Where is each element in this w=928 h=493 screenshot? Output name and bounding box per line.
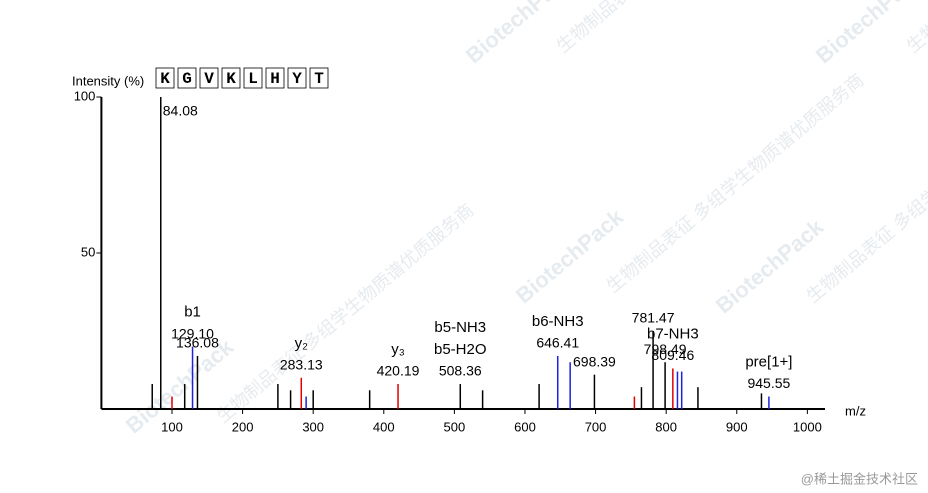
residue: L bbox=[248, 70, 258, 88]
ion-label: b7-NH3 bbox=[647, 325, 699, 342]
watermark-slogan: 生物制品表征 多组学生物质谱优质服务商 bbox=[553, 0, 818, 57]
ion-label: y₂ bbox=[295, 335, 309, 352]
x-tick-label: 700 bbox=[585, 419, 607, 434]
ion-label: b5-NH3 bbox=[434, 319, 486, 336]
residue: Y bbox=[292, 70, 302, 88]
watermark-slogan: 生物制品表征 多组学生物质谱优质服务商 bbox=[603, 70, 868, 297]
residue-box bbox=[265, 67, 285, 89]
x-tick-label: 100 bbox=[161, 419, 183, 434]
residue-box bbox=[177, 67, 197, 89]
ion-label: y₃ bbox=[391, 341, 405, 358]
x-tick-label: 200 bbox=[232, 419, 254, 434]
y-axis-label: Intensity (%) bbox=[72, 73, 144, 88]
peak-label: 945.55 bbox=[747, 375, 790, 391]
peak-label: 698.39 bbox=[573, 353, 616, 369]
ion-label: b6-NH3 bbox=[532, 313, 584, 330]
residue: V bbox=[204, 70, 214, 88]
x-tick-label: 400 bbox=[373, 419, 395, 434]
peak-label: 508.36 bbox=[439, 363, 482, 379]
x-tick-label: 300 bbox=[302, 419, 324, 434]
watermark-slogan: 生物制品表征 多组学生物质谱优质服务商 bbox=[213, 200, 478, 427]
residue: H bbox=[270, 70, 280, 88]
watermark-slogan: 生物制品表征 多组学生物质谱优质服务商 bbox=[903, 0, 928, 57]
y-tick-label: 50 bbox=[81, 244, 95, 259]
x-tick-label: 800 bbox=[655, 419, 677, 434]
residue: K bbox=[226, 70, 236, 88]
peak-label: 84.08 bbox=[163, 103, 198, 119]
ion-label: b1 bbox=[184, 304, 201, 321]
residue: K bbox=[160, 70, 170, 88]
residue: G bbox=[182, 70, 192, 88]
residue: T bbox=[314, 70, 324, 88]
peak-label: 809.46 bbox=[651, 347, 694, 363]
x-tick-label: 500 bbox=[444, 419, 466, 434]
x-tick-label: 1000 bbox=[793, 419, 822, 434]
ion-label: b5-H2O bbox=[434, 341, 487, 358]
residue-box bbox=[309, 67, 329, 89]
x-axis-label: m/z bbox=[845, 403, 866, 418]
peak-label: 283.13 bbox=[280, 357, 323, 373]
peak-label: 646.41 bbox=[536, 335, 579, 351]
x-tick-label: 900 bbox=[726, 419, 748, 434]
residue-box bbox=[155, 67, 175, 89]
peak-label: 136.08 bbox=[176, 335, 219, 351]
peak-label: 420.19 bbox=[377, 363, 420, 379]
ion-label: pre[1+] bbox=[745, 353, 792, 370]
residue-box bbox=[199, 67, 219, 89]
x-tick-label: 600 bbox=[514, 419, 536, 434]
y-tick-label: 100 bbox=[74, 88, 96, 103]
peak-label: 129.10 bbox=[171, 325, 214, 341]
residue-box bbox=[243, 67, 263, 89]
residue-box bbox=[287, 67, 307, 89]
residue-box bbox=[221, 67, 241, 89]
footer-credit: @稀土掘金技术社区 bbox=[801, 471, 918, 486]
peak-label: 798.49 bbox=[644, 341, 687, 357]
peak-label: 781.47 bbox=[632, 310, 675, 326]
